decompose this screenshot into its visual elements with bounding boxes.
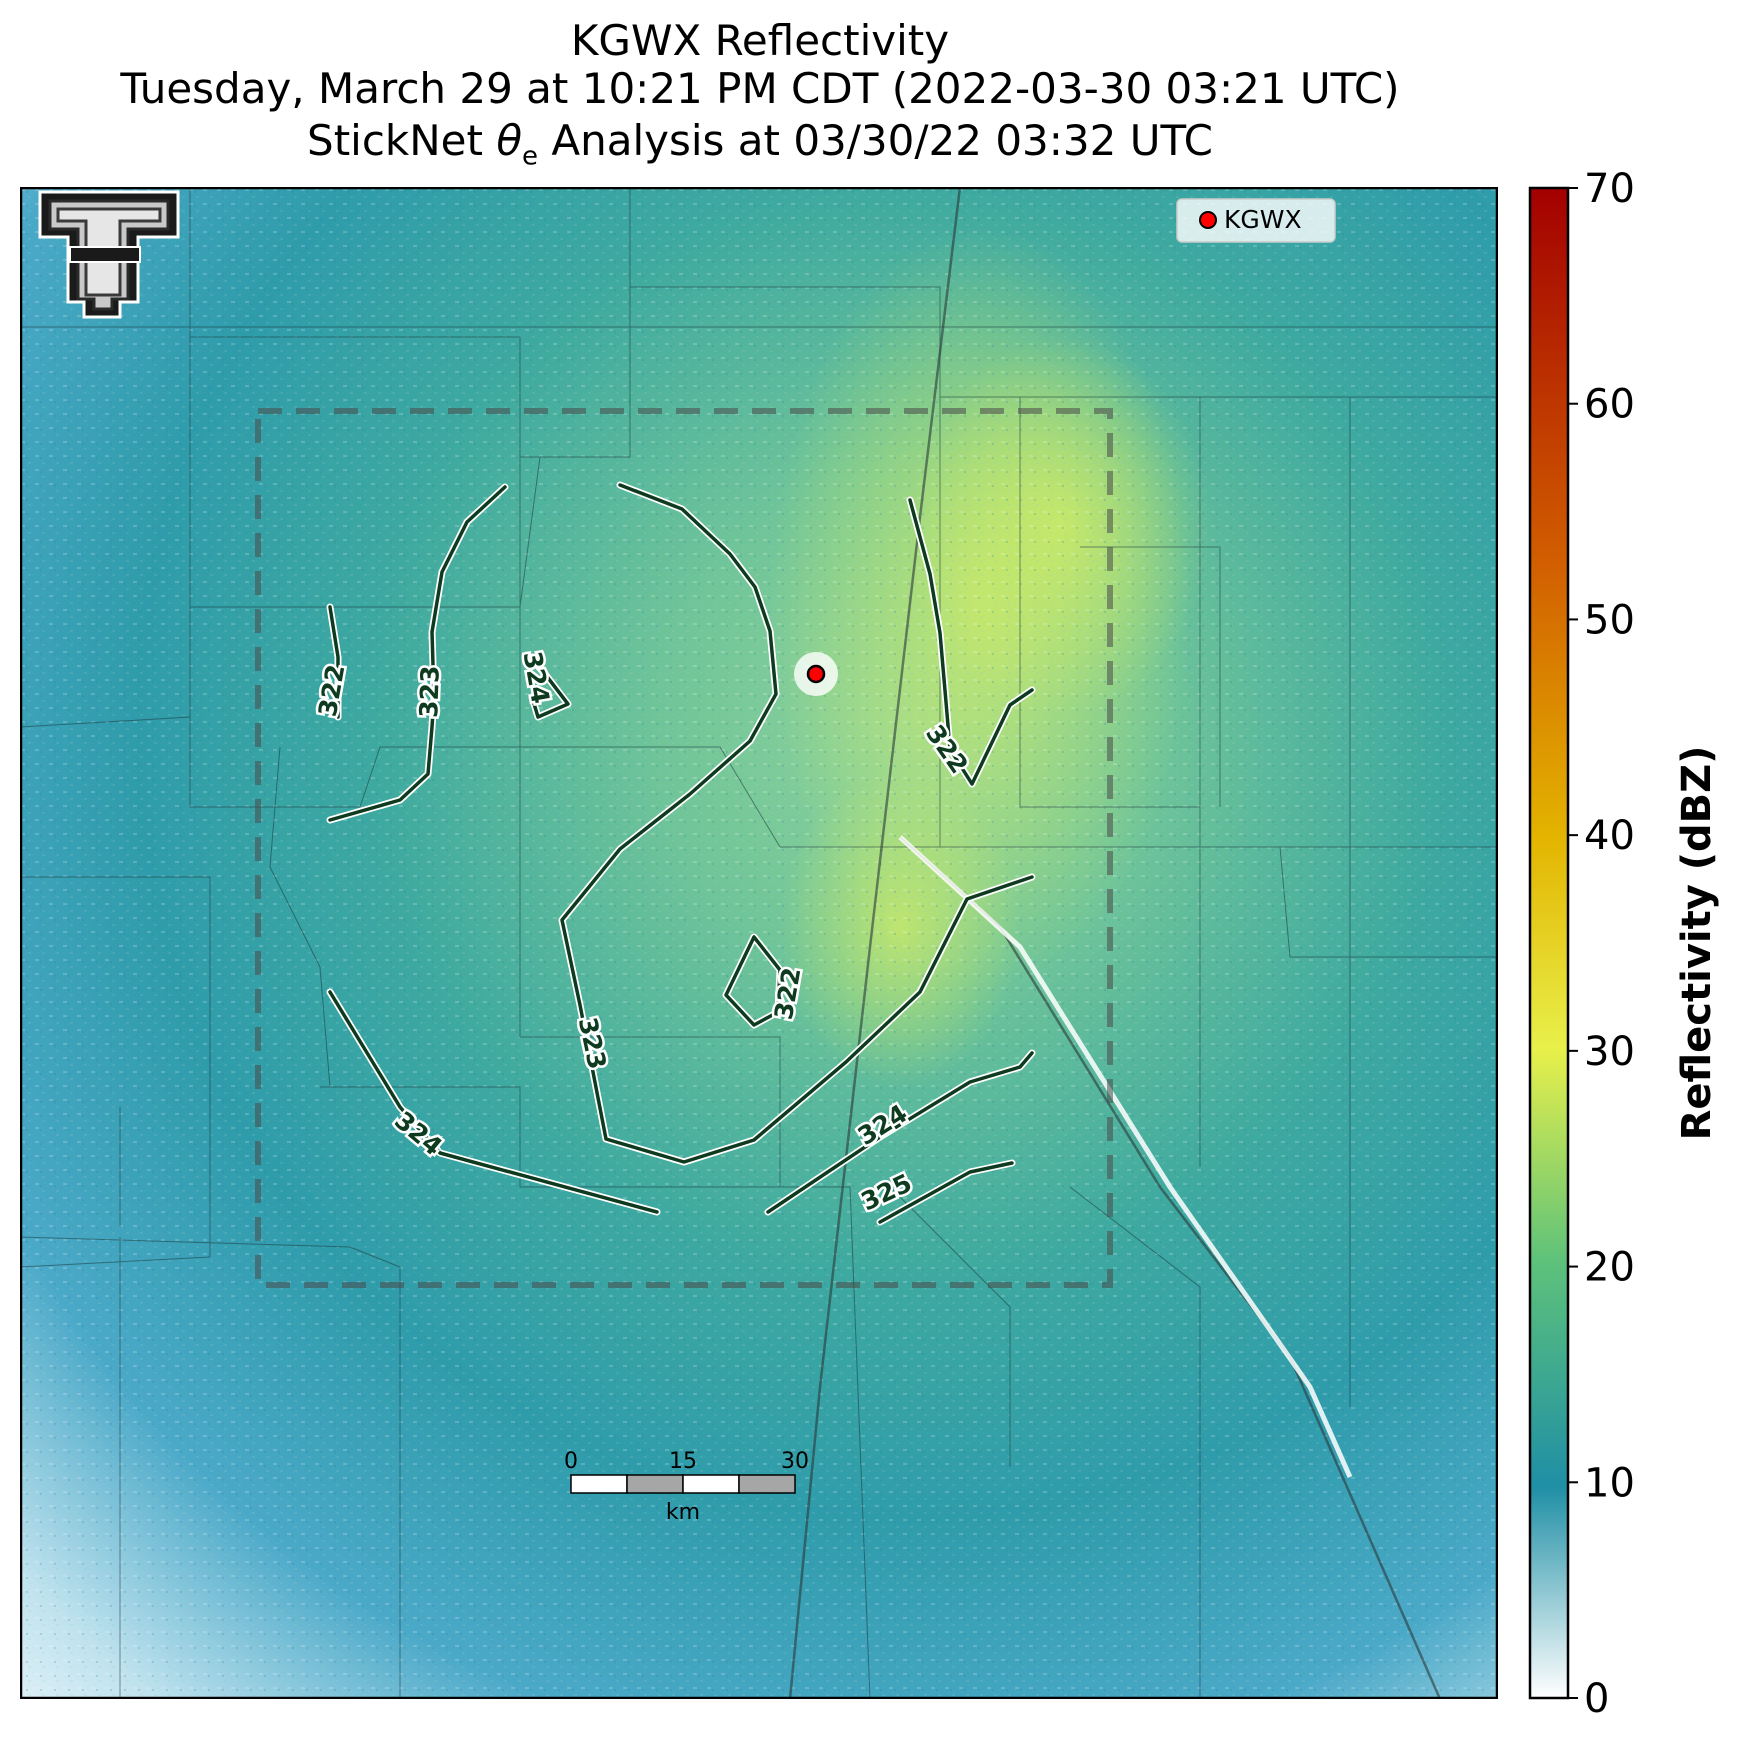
theta-symbol: θ	[496, 116, 523, 165]
kgwx-station[interactable]	[794, 652, 838, 696]
colorbar-tick-label: 50	[1584, 597, 1635, 643]
analysis-suffix: Analysis at 03/30/22 03:32 UTC	[538, 116, 1213, 165]
scalebar-segment	[738, 1474, 796, 1494]
colorbar-gradient	[1528, 186, 1570, 1700]
radar-map[interactable]: 322 323 324 322 322 323 324 324 325 KGWX	[20, 187, 1498, 1699]
chart-subtitle-analysis: StickNet θe Analysis at 03/30/22 03:32 U…	[0, 120, 1520, 172]
county-boundaries	[20, 187, 1498, 1699]
chart-title: KGWX Reflectivity	[570, 16, 950, 65]
scalebar-tick: 30	[781, 1449, 809, 1474]
colorbar: 0 10 20 30 40 50 60 70 Reflectivity (dBZ)	[1528, 166, 1720, 1722]
colorbar-ticks: 0 10 20 30 40 50 60 70	[1568, 166, 1635, 1722]
scalebar-tick: 0	[564, 1449, 578, 1474]
scalebar-segment	[682, 1474, 740, 1494]
scalebar: 0 15 30 km	[564, 1449, 809, 1525]
scalebar-tick: 15	[669, 1449, 697, 1474]
scalebar-unit: km	[666, 1500, 700, 1525]
analysis-prefix: StickNet	[307, 116, 497, 165]
colorbar-tick-label: 60	[1584, 382, 1635, 428]
colorbar-tick-label: 30	[1584, 1029, 1635, 1075]
colorbar-tick-label: 70	[1584, 166, 1635, 212]
theta-subscript: e	[522, 141, 539, 172]
legend: KGWX	[1176, 198, 1336, 243]
scalebar-segment	[626, 1474, 684, 1494]
contour-label: 323	[414, 665, 445, 718]
kgwx-station-marker[interactable]	[806, 664, 826, 684]
analysis-domain-box	[255, 408, 1113, 1288]
map-frame	[20, 187, 1498, 1699]
legend-marker-icon	[1199, 211, 1217, 229]
theta-e-contours	[326, 481, 1036, 1226]
colorbar-tick-label: 40	[1584, 813, 1635, 859]
scalebar-segment	[570, 1474, 628, 1494]
legend-label: KGWX	[1224, 205, 1302, 234]
colorbar-tick-label: 10	[1584, 1460, 1635, 1506]
chart-subtitle-time: Tuesday, March 29 at 10:21 PM CDT (2022-…	[120, 64, 1400, 113]
colorbar-tick-label: 0	[1584, 1676, 1609, 1722]
colorbar-tick-label: 20	[1584, 1245, 1635, 1291]
colorbar-label: Reflectivity (dBZ)	[1674, 746, 1720, 1141]
radar-artifact-spike	[898, 835, 1353, 1479]
ttu-logo	[38, 190, 180, 319]
